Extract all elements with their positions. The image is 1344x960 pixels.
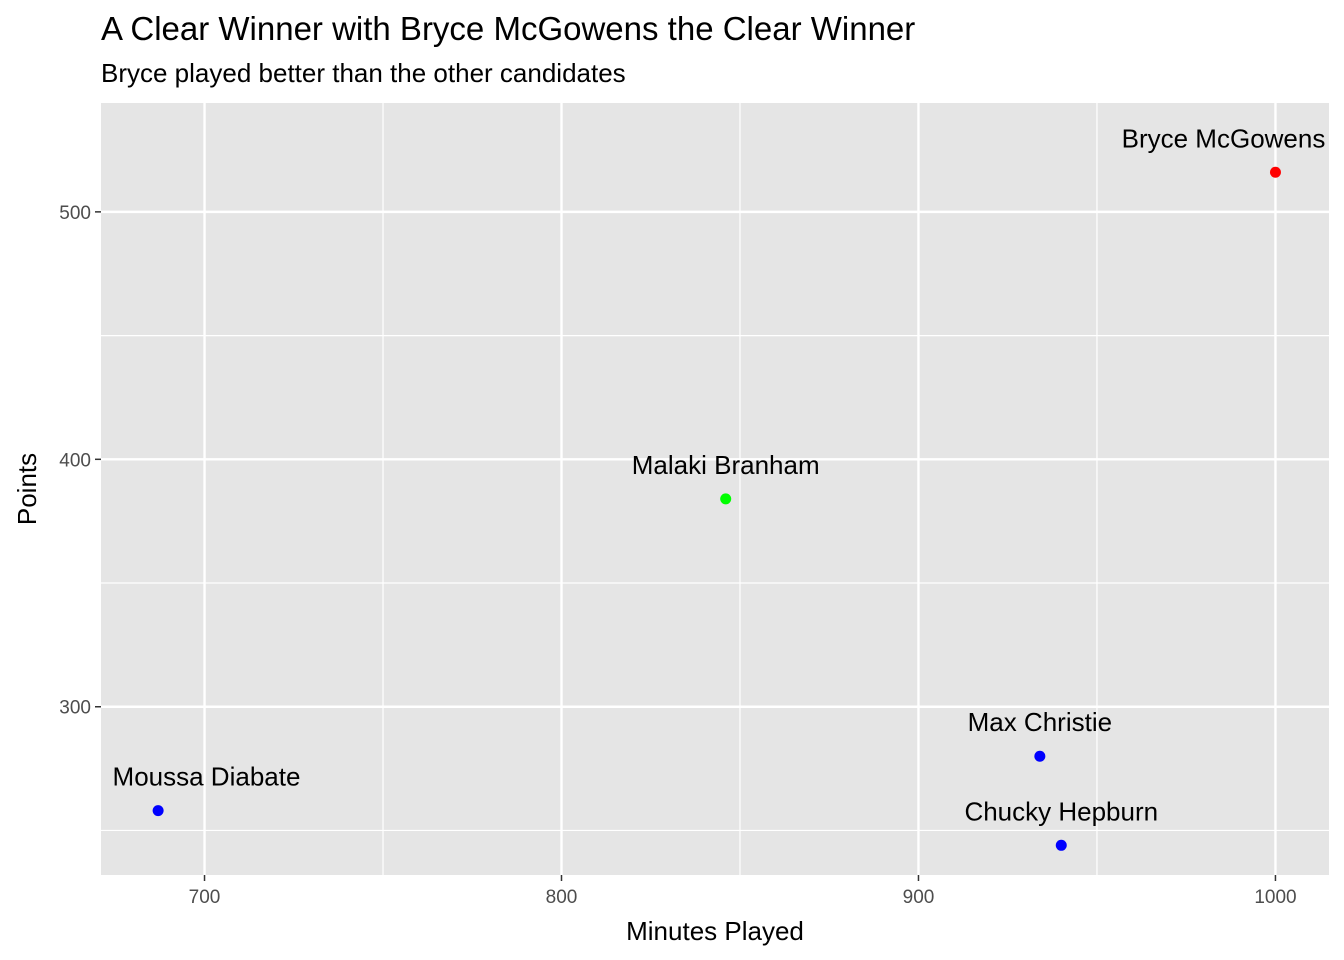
point-label: Malaki Branham bbox=[632, 450, 820, 480]
y-tick-label: 400 bbox=[59, 450, 91, 471]
data-point bbox=[1034, 750, 1046, 762]
plot-panel bbox=[101, 103, 1329, 875]
x-tick-label: 900 bbox=[903, 887, 935, 908]
point-label: Bryce McGowens bbox=[1122, 123, 1326, 153]
y-tick-label: 500 bbox=[59, 203, 91, 224]
data-point bbox=[1055, 839, 1067, 851]
x-tick-label: 800 bbox=[546, 887, 578, 908]
data-points bbox=[152, 166, 1281, 851]
x-tick-label: 700 bbox=[189, 887, 221, 908]
point-label: Chucky Hepburn bbox=[964, 796, 1158, 826]
y-axis-title: Points bbox=[12, 453, 42, 525]
axis-ticks: 700 800 900 1000 300 400 500 bbox=[59, 203, 1296, 908]
chart-subtitle: Bryce played better than the other candi… bbox=[101, 58, 626, 88]
point-label: Moussa Diabate bbox=[113, 762, 301, 792]
chart-title: A Clear Winner with Bryce McGowens the C… bbox=[101, 10, 916, 47]
y-tick-label: 300 bbox=[59, 698, 91, 719]
major-gridlines bbox=[101, 103, 1329, 875]
data-point bbox=[1269, 166, 1281, 178]
x-tick-label: 1000 bbox=[1254, 887, 1296, 908]
data-point bbox=[152, 805, 164, 817]
x-axis-title: Minutes Played bbox=[626, 916, 804, 946]
point-label: Max Christie bbox=[968, 707, 1112, 737]
point-labels: Bryce McGowens Malaki Branham Max Christie… bbox=[113, 123, 1326, 826]
data-point bbox=[720, 493, 732, 505]
minor-gridlines bbox=[101, 103, 1329, 875]
